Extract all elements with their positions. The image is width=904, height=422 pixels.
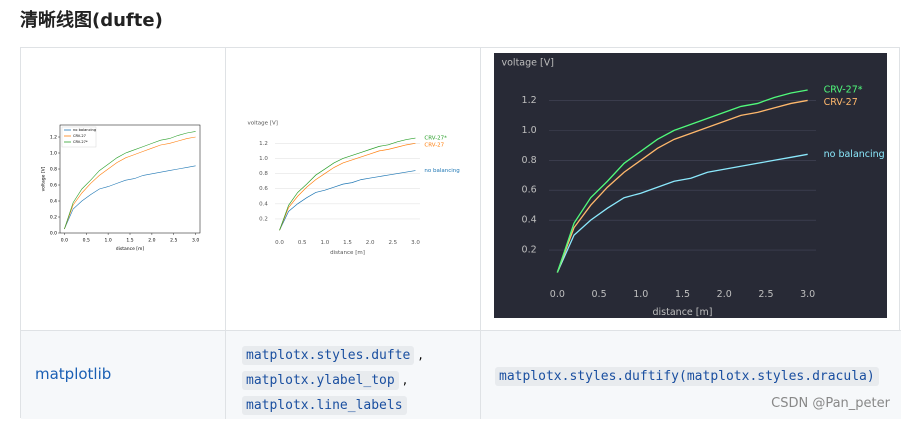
separator: ,	[418, 348, 423, 363]
line-label: CRV-27	[424, 143, 444, 149]
y-tick-label: 0.4	[522, 215, 537, 226]
series-line	[556, 89, 808, 273]
x-tick-label: 1.0	[105, 237, 112, 243]
code-list: matplotx.styles.dufte , matplotx.ylabel_…	[242, 343, 423, 418]
y-tick-label: 0.8	[522, 155, 537, 166]
x-axis-label: distance [m]	[653, 307, 713, 318]
x-tick-label: 0.5	[592, 289, 607, 300]
y-tick-label: 1.0	[522, 125, 537, 136]
cell	[226, 48, 481, 331]
separator: ,	[402, 373, 407, 388]
y-tick-label: 0.2	[50, 215, 57, 221]
x-tick-label: 1.5	[126, 237, 133, 243]
y-axis-label: voltage [V]	[502, 57, 554, 68]
cell: matplotx.styles.duftify(matplotx.styles.…	[481, 331, 901, 419]
series-line	[64, 165, 196, 230]
table: matplotlib matplotx.styles.dufte , matpl…	[20, 47, 901, 419]
series-line	[279, 170, 416, 231]
code: matplotx.ylabel_top	[242, 371, 399, 390]
y-tick-label: 0.8	[259, 171, 268, 177]
link[interactable]: matplotlib	[35, 365, 112, 383]
y-tick-label: 0.6	[259, 186, 268, 192]
legend-label: no balancing	[73, 128, 96, 132]
x-tick-label: 2.0	[366, 240, 375, 246]
x-tick-label: 1.5	[675, 289, 690, 300]
y-tick-label: 0.8	[50, 167, 57, 173]
chart: 0.2 0.4 0.6 0.8 1.0 1.2 0.0 0.5 1.0 1.5 2.0 2.5 3.0 v…	[494, 53, 887, 318]
y-tick-label: 1.2	[50, 135, 57, 141]
code: matplotx.styles.duftify(matplotx.styles.…	[495, 367, 879, 386]
series-line	[279, 137, 416, 231]
y-tick-label: 0.4	[259, 201, 268, 207]
x-tick-label: 2.5	[758, 289, 773, 300]
x-tick-label: 3.0	[192, 237, 199, 243]
code: matplotx.styles.dufte	[242, 346, 415, 365]
cell: matplotlib	[21, 331, 226, 419]
y-tick-label: 1.2	[259, 141, 268, 147]
y-tick-label: 0.2	[522, 245, 537, 256]
x-tick-label: 1.0	[633, 289, 648, 300]
heading: 清晰线图(dufte)	[20, 10, 163, 31]
x-tick-label: 0.5	[83, 237, 90, 243]
x-tick-label: 0.5	[298, 240, 307, 246]
y-tick-label: 1.0	[50, 151, 57, 157]
legend-label: CRV-27*	[73, 140, 88, 144]
x-tick-label: 2.0	[148, 237, 155, 243]
y-tick-label: 0.6	[522, 185, 537, 196]
series-line	[556, 153, 808, 273]
cell	[481, 48, 901, 331]
legend-label: CRV-27	[73, 134, 86, 138]
background	[494, 53, 887, 318]
cell: matplotx.styles.dufte , matplotx.ylabel_…	[226, 331, 481, 419]
series-line	[64, 136, 196, 230]
x-tick-label: 3.0	[800, 289, 815, 300]
series-line	[279, 142, 416, 231]
series-line	[64, 131, 196, 230]
x-tick-label: 3.0	[411, 240, 420, 246]
y-axis-label: voltage [V]	[41, 166, 47, 191]
x-tick-label: 0.0	[275, 240, 284, 246]
x-tick-label: 2.5	[388, 240, 397, 246]
line-label: CRV-27*	[424, 136, 447, 142]
x-tick-label: 0.0	[550, 289, 565, 300]
y-tick-label: 0.6	[50, 183, 57, 189]
background	[240, 112, 468, 258]
x-tick-label: 2.5	[170, 237, 177, 243]
x-tick-label: 0.0	[61, 237, 68, 243]
chart: 0.0 0.2 0.4 0.6 0.8 1.0 1.2 0.0 0.5 1.0 1.5 2.0 2.5 3…	[40, 117, 208, 262]
code-list: matplotx.styles.duftify(matplotx.styles.…	[495, 365, 879, 386]
y-tick-label: 0.0	[50, 231, 57, 237]
y-tick-label: 0.4	[50, 199, 57, 205]
series-line	[556, 99, 808, 273]
x-tick-label: 2.0	[717, 289, 732, 300]
chart: 0.2 0.4 0.6 0.8 1.0 1.2 0.0 0.5 1.0 1.5 2.0 2.5 3.0 v…	[240, 112, 468, 258]
axes-frame	[59, 124, 201, 234]
x-tick-label: 1.0	[320, 240, 329, 246]
line-label: no balancing	[824, 149, 885, 160]
watermark: CSDN @Pan_peter	[771, 396, 890, 411]
x-axis-label: distance [m]	[330, 250, 365, 256]
y-tick-label: 1.2	[522, 95, 537, 106]
y-axis-label: voltage [V]	[248, 121, 278, 127]
y-tick-label: 1.0	[259, 156, 268, 162]
cell	[21, 48, 226, 331]
x-axis-label: distance [m]	[116, 246, 145, 252]
x-tick-label: 1.5	[343, 240, 352, 246]
line-label: no balancing	[424, 168, 459, 174]
y-tick-label: 0.2	[259, 216, 268, 222]
line-label: CRV-27	[824, 97, 858, 108]
code: matplotx.line_labels	[242, 396, 407, 415]
line-label: CRV-27*	[824, 84, 863, 95]
